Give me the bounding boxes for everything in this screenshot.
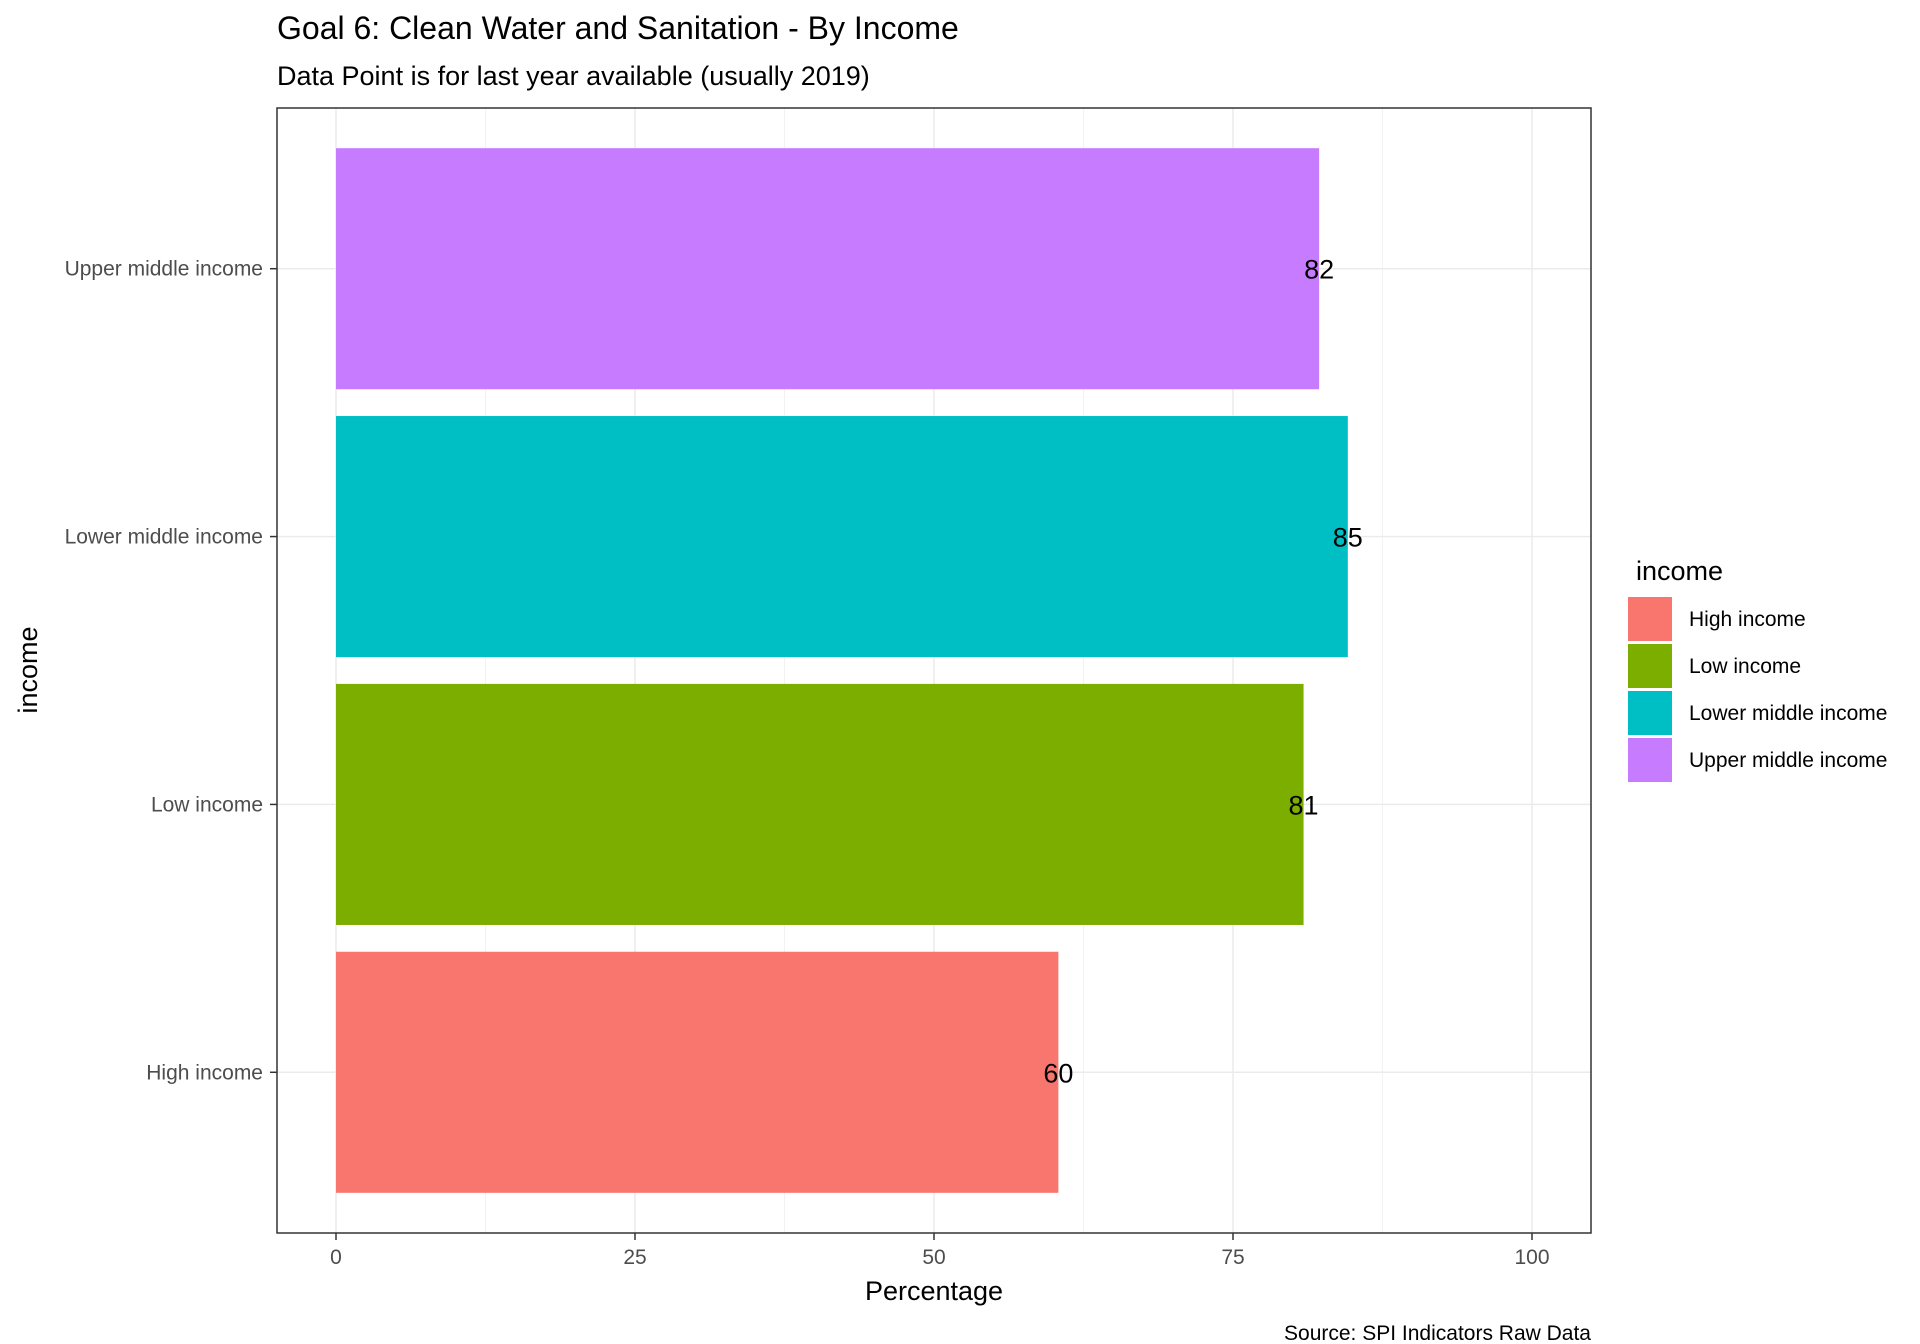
legend-label: Lower middle income <box>1689 702 1887 725</box>
chart-title: Goal 6: Clean Water and Sanitation - By … <box>277 10 959 46</box>
bar-lower-middle-income <box>336 416 1348 658</box>
data-label: 85 <box>1333 523 1363 553</box>
data-label: 60 <box>1043 1058 1073 1088</box>
x-tick-label: 75 <box>1221 1246 1244 1269</box>
x-tick-label: 0 <box>330 1246 342 1269</box>
y-tick-label: High income <box>146 1061 263 1084</box>
bar-high-income <box>336 951 1059 1193</box>
legend-key <box>1628 691 1672 735</box>
x-tick-label: 100 <box>1514 1246 1549 1269</box>
y-tick-label: Lower middle income <box>65 526 263 549</box>
axes: 0 25 50 75 100 High income Low income Lower mid… <box>65 258 1550 1269</box>
x-tick-label: 25 <box>623 1246 646 1269</box>
data-label: 82 <box>1304 255 1334 285</box>
legend-label: Upper middle income <box>1689 749 1887 772</box>
y-tick-label: Upper middle income <box>65 258 263 281</box>
legend-label: Low income <box>1689 655 1801 678</box>
x-tick-label: 50 <box>922 1246 945 1269</box>
legend-key <box>1628 597 1672 641</box>
legend: income High income Low income Lower middle… <box>1628 556 1887 782</box>
data-label: 81 <box>1289 790 1319 820</box>
legend-label: High income <box>1689 608 1806 631</box>
bar-upper-middle-income <box>336 148 1320 390</box>
legend-key <box>1628 644 1672 688</box>
legend-key <box>1628 738 1672 782</box>
legend-title: income <box>1636 556 1723 586</box>
bar-low-income <box>336 683 1304 925</box>
y-tick-label: Low income <box>151 793 263 816</box>
y-axis-title: income <box>13 626 43 713</box>
bars <box>336 148 1348 1193</box>
data-labels: 60 81 85 82 <box>1043 255 1362 1089</box>
x-axis-title: Percentage <box>865 1276 1003 1306</box>
chart-caption: Source: SPI Indicators Raw Data <box>1284 1322 1591 1344</box>
chart-subtitle: Data Point is for last year available (u… <box>277 61 870 91</box>
